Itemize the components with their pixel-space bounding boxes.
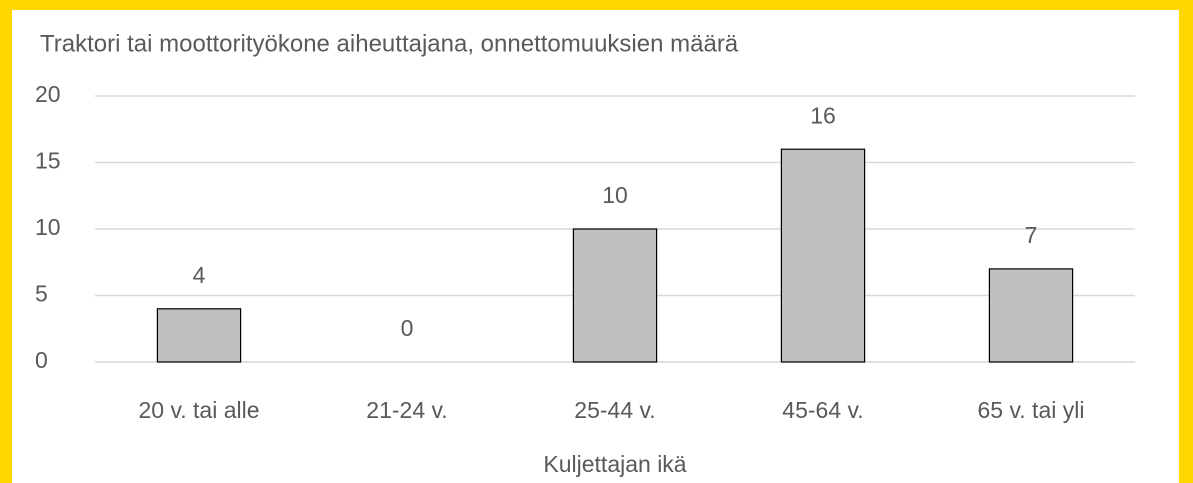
- x-tick-label: 21-24 v.: [366, 397, 447, 423]
- x-tick-label: 45-64 v.: [782, 397, 863, 423]
- y-tick-label: 20: [35, 81, 61, 107]
- data-label: 0: [401, 315, 414, 341]
- x-tick-label: 65 v. tai yli: [978, 397, 1085, 423]
- y-tick-label: 10: [35, 214, 61, 240]
- x-tick-label: 25-44 v.: [574, 397, 655, 423]
- data-label: 4: [193, 262, 206, 288]
- y-tick-label: 5: [35, 281, 48, 307]
- data-label: 10: [602, 182, 628, 208]
- chart-title: Traktori tai moottorityökone aiheuttajan…: [40, 30, 739, 57]
- data-label: 16: [810, 102, 836, 128]
- bar: [572, 228, 658, 363]
- bar: [156, 308, 242, 363]
- bar: [988, 268, 1074, 363]
- y-tick-label: 0: [35, 347, 48, 373]
- bar: [780, 148, 866, 363]
- x-axis-title: Kuljettajan ikä: [543, 451, 686, 477]
- data-label: 7: [1025, 222, 1038, 248]
- x-tick-label: 20 v. tai alle: [138, 397, 259, 423]
- y-tick-label: 15: [35, 148, 61, 174]
